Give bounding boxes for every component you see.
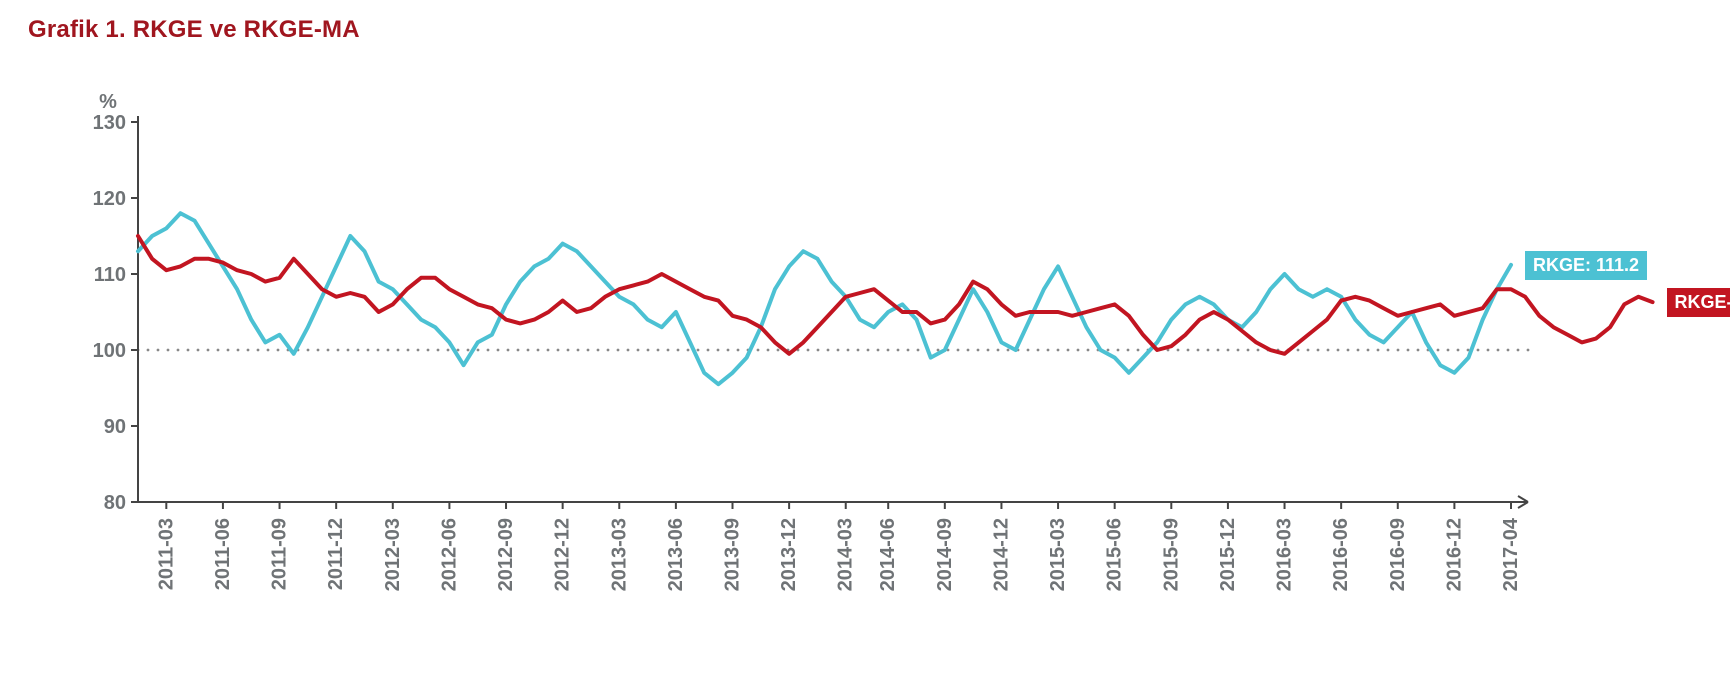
svg-text:2014-09: 2014-09: [934, 518, 956, 591]
svg-text:2012-09: 2012-09: [495, 518, 517, 591]
svg-text:%: %: [99, 91, 117, 113]
svg-text:2016-06: 2016-06: [1330, 518, 1352, 591]
svg-text:100: 100: [93, 340, 126, 362]
svg-text:2012-12: 2012-12: [552, 518, 574, 591]
chart-svg: 80 90 100 110 120 130% 2011-03 2011-06 2011-09 20…: [28, 62, 1708, 652]
svg-text:2012-03: 2012-03: [382, 518, 404, 591]
chart-title: Grafik 1. RKGE ve RKGE-MA: [28, 16, 1702, 44]
svg-text:110: 110: [94, 264, 126, 286]
svg-text:2014-12: 2014-12: [990, 518, 1012, 591]
svg-text:2011-09: 2011-09: [269, 518, 291, 590]
svg-text:2013-09: 2013-09: [722, 518, 744, 591]
svg-text:80: 80: [104, 492, 126, 514]
svg-text:120: 120: [93, 188, 126, 210]
svg-text:2013-06: 2013-06: [665, 518, 687, 591]
svg-text:2014-03: 2014-03: [835, 518, 857, 591]
svg-text:2013-12: 2013-12: [778, 518, 800, 591]
svg-text:130: 130: [93, 112, 126, 134]
svg-text:2014-06: 2014-06: [877, 518, 899, 591]
series-badge-rkge: RKGE: 111.2: [1525, 251, 1647, 280]
svg-text:2016-09: 2016-09: [1387, 518, 1409, 591]
svg-text:2013-03: 2013-03: [608, 518, 630, 591]
svg-text:2011-12: 2011-12: [325, 518, 347, 590]
svg-text:2016-03: 2016-03: [1274, 518, 1296, 591]
svg-text:2017-04: 2017-04: [1500, 517, 1522, 591]
chart-area: 80 90 100 110 120 130% 2011-03 2011-06 2011-09 20…: [28, 62, 1702, 652]
svg-text:2015-03: 2015-03: [1047, 518, 1069, 591]
svg-text:2015-06: 2015-06: [1104, 518, 1126, 591]
svg-text:2015-12: 2015-12: [1217, 518, 1239, 591]
svg-text:2011-06: 2011-06: [212, 518, 234, 590]
svg-text:2012-06: 2012-06: [438, 518, 460, 591]
svg-text:2011-03: 2011-03: [155, 518, 177, 590]
svg-text:2016-12: 2016-12: [1443, 518, 1465, 591]
series-badge-rkge-ma: RKGE-MA: 106.3: [1667, 288, 1730, 317]
svg-text:2015-09: 2015-09: [1160, 518, 1182, 591]
svg-text:90: 90: [104, 416, 126, 438]
